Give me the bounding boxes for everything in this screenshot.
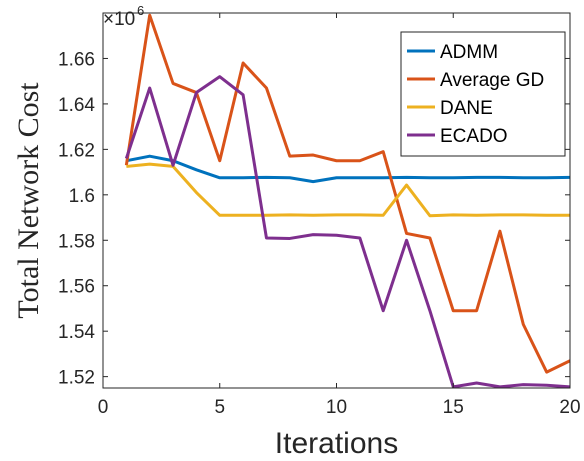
legend-label: ADMM (440, 42, 498, 63)
axes: 0 5 10 15 20 1.52 1.54 1.56 1.58 1.6 1.62 1.64 1.66 (58, 12, 581, 418)
x-tick-label: 20 (559, 397, 580, 418)
y-tick-label: 1.64 (58, 95, 95, 116)
y-tick-label: 1.54 (58, 322, 95, 343)
y-exponent-label: ×10 6 (103, 3, 144, 30)
legend: ADMM Average GD DANE ECADO (400, 31, 566, 157)
series-layer (124, 13, 571, 389)
y-tick-label: 1.6 (69, 186, 95, 207)
y-tick-label: 1.52 (58, 368, 95, 389)
legend-label: ECADO (440, 126, 508, 147)
y-exponent-base: ×10 (103, 9, 135, 30)
legend-label: DANE (440, 98, 493, 119)
series-line-average-gd (124, 13, 571, 374)
series-line-dane (126, 162, 570, 218)
y-axis-label: Total Network Cost (12, 82, 45, 319)
y-tick-label: 1.58 (58, 231, 95, 252)
x-tick-label: 5 (214, 397, 225, 418)
x-tick-label: 15 (443, 397, 464, 418)
series-line-ecado (124, 75, 571, 389)
x-tick-label: 0 (98, 397, 109, 418)
x-tick-label: 10 (326, 397, 347, 418)
x-axis-label: Iterations (275, 427, 398, 460)
series-line-admm (126, 154, 571, 184)
legend-label: Average GD (440, 70, 544, 91)
y-tick-label: 1.62 (58, 140, 95, 161)
y-exponent-power: 6 (137, 3, 144, 18)
y-tick-label: 1.56 (58, 277, 95, 298)
y-tick-label: 1.66 (58, 49, 95, 70)
